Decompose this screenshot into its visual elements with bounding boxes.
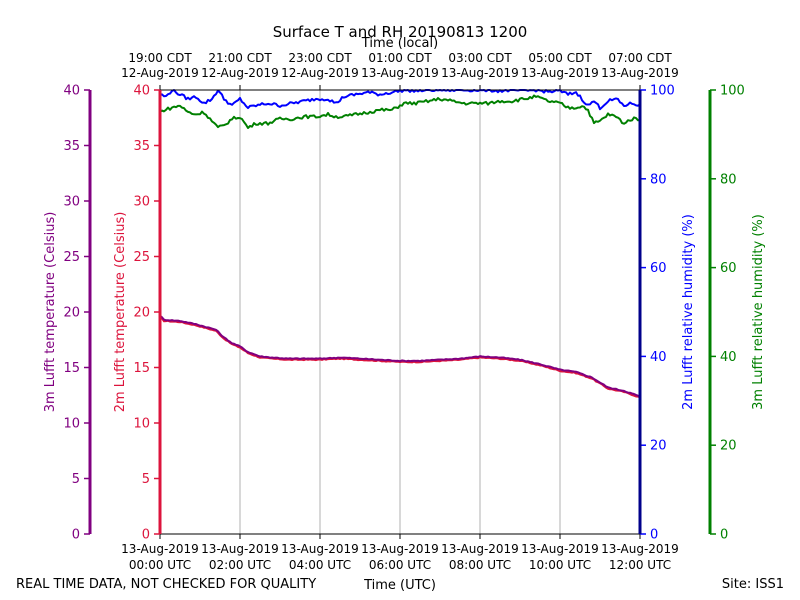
- y-tick-label: 5: [72, 472, 80, 487]
- top-axis-label: Time (local): [361, 36, 438, 51]
- chart-title: Surface T and RH 20190813 1200: [273, 23, 528, 41]
- grid-lines: [239, 90, 561, 534]
- x-tick-label: 02:00 UTC: [209, 558, 271, 572]
- y-tick-label: 80: [650, 172, 667, 187]
- y-tick-label: 20: [720, 439, 737, 454]
- y-tick-label: 35: [63, 139, 80, 154]
- series-line-t3m: [159, 314, 641, 398]
- y-axis-label: 3m Lufft temperature (Celsius): [43, 212, 58, 413]
- top-tick-label: 13-Aug-2019: [521, 66, 599, 80]
- x-axis-label: Time (UTC): [363, 578, 436, 593]
- y-axis-label: 2m Lufft temperature (Celsius): [113, 212, 128, 413]
- y-tick-label: 40: [650, 350, 667, 365]
- y-tick-label: 20: [63, 306, 80, 321]
- y-tick-label: 25: [63, 250, 80, 265]
- y-tick-label: 80: [720, 172, 737, 187]
- y-tick-label: 40: [63, 84, 80, 99]
- x-tick-label: 06:00 UTC: [369, 558, 431, 572]
- x-tick-label: 00:00 UTC: [129, 558, 191, 572]
- top-tick-label: 21:00 CDT: [208, 51, 272, 65]
- y-tick-label: 10: [133, 417, 150, 432]
- top-tick-label: 01:00 CDT: [368, 51, 432, 65]
- top-tick-label: 13-Aug-2019: [601, 66, 679, 80]
- y-tick-label: 0: [142, 528, 150, 543]
- y-axis-label: 2m Lufft relative humidity (%): [681, 214, 696, 410]
- y-tick-label: 30: [63, 195, 80, 210]
- y-tick-label: 20: [133, 306, 150, 321]
- x-tick-label: 13-Aug-2019: [441, 542, 519, 556]
- y-tick-label: 10: [63, 417, 80, 432]
- y-tick-label: 0: [650, 528, 658, 543]
- top-tick-label: 07:00 CDT: [608, 51, 672, 65]
- y-axis-label: 3m Lufft relative humidity (%): [751, 214, 766, 410]
- top-tick-label: 12-Aug-2019: [281, 66, 359, 80]
- x-tick-label: 13-Aug-2019: [601, 542, 679, 556]
- top-tick-label: 12-Aug-2019: [121, 66, 199, 80]
- y-tick-label: 35: [133, 139, 150, 154]
- y-tick-label: 40: [720, 350, 737, 365]
- x-tick-label: 13-Aug-2019: [121, 542, 199, 556]
- plot-frame: [158, 89, 642, 535]
- y-tick-label: 60: [650, 261, 667, 276]
- top-tick-label: 13-Aug-2019: [361, 66, 439, 80]
- x-tick-label: 04:00 UTC: [289, 558, 351, 572]
- y-tick-label: 15: [133, 361, 150, 376]
- top-tick-label: 03:00 CDT: [448, 51, 512, 65]
- x-tick-label: 08:00 UTC: [449, 558, 511, 572]
- x-tick-label: 13-Aug-2019: [521, 542, 599, 556]
- series-line-rh3m: [159, 94, 641, 129]
- y-tick-label: 0: [720, 528, 728, 543]
- y-tick-label: 30: [133, 195, 150, 210]
- y-tick-label: 25: [133, 250, 150, 265]
- y-tick-label: 60: [720, 261, 737, 276]
- top-tick-label: 05:00 CDT: [528, 51, 592, 65]
- top-tick-label: 23:00 CDT: [288, 51, 352, 65]
- y-tick-label: 0: [72, 528, 80, 543]
- y-tick-label: 100: [650, 84, 675, 99]
- y-tick-label: 100: [720, 84, 745, 99]
- x-tick-label: 12:00 UTC: [609, 558, 671, 572]
- x-tick-label: 13-Aug-2019: [201, 542, 279, 556]
- top-tick-label: 13-Aug-2019: [441, 66, 519, 80]
- y-tick-label: 40: [133, 84, 150, 99]
- quality-note: REAL TIME DATA, NOT CHECKED FOR QUALITY: [16, 577, 316, 592]
- top-tick-label: 12-Aug-2019: [201, 66, 279, 80]
- y-tick-label: 20: [650, 439, 667, 454]
- site-label: Site: ISS1: [722, 577, 784, 592]
- top-tick-label: 19:00 CDT: [128, 51, 192, 65]
- y-tick-label: 5: [142, 472, 150, 487]
- x-tick-label: 13-Aug-2019: [361, 542, 439, 556]
- x-tick-label: 10:00 UTC: [529, 558, 591, 572]
- x-tick-label: 13-Aug-2019: [281, 542, 359, 556]
- bottom-axis: 13-Aug-2019 00:00 UTC 13-Aug-2019 02:00 UTC…: [121, 534, 679, 572]
- y-tick-label: 15: [63, 361, 80, 376]
